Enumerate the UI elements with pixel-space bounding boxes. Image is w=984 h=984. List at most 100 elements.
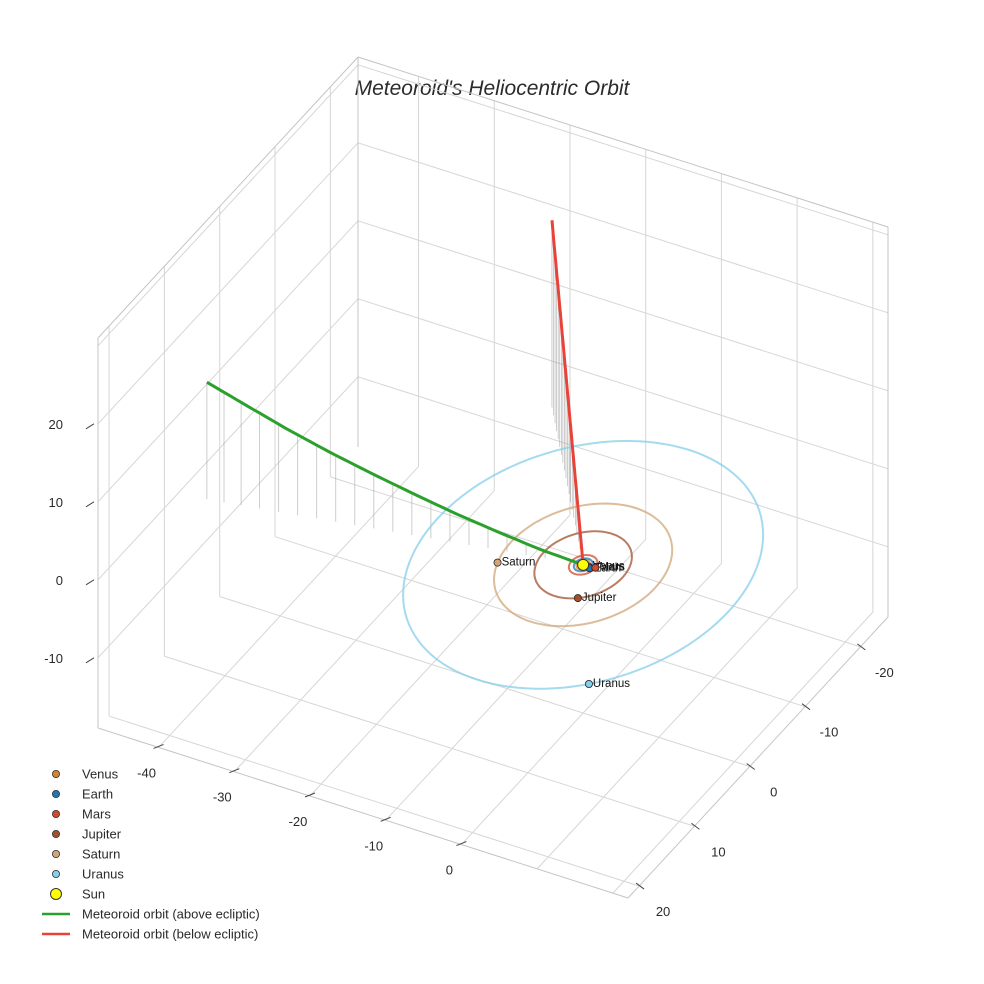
floor-gridline-x (158, 466, 419, 748)
floor-gridline-x (536, 587, 798, 870)
planet-label-earth: Earth (594, 562, 622, 574)
backwall-gridline-z (357, 64, 889, 236)
x-tick-label: -10 (364, 838, 383, 853)
z-tick-mark (85, 657, 95, 664)
planet-label-jupiter: Jupiter (582, 592, 617, 604)
x-tick-mark (456, 841, 467, 847)
y-tick-label: -20 (875, 665, 894, 680)
backwall-gridline-z (357, 142, 889, 314)
floor-gridline-y (274, 536, 806, 708)
legend-item[interactable]: Venus (52, 767, 119, 782)
y-tick-mark (635, 882, 645, 890)
sun-marker (577, 558, 590, 571)
y-tick-label: 20 (656, 904, 670, 919)
y-tick-label: 10 (711, 844, 725, 859)
legend-swatch-marker (52, 830, 61, 839)
axis-frame-edge (627, 616, 889, 899)
planet-label-saturn: Saturn (502, 557, 536, 569)
legend-swatch-sun (50, 888, 62, 900)
planet-label-venus: Venus (593, 561, 625, 573)
drop-lines (206, 220, 582, 559)
y-tick-mark (691, 822, 700, 830)
z-tick-label: -10 (44, 651, 63, 666)
x-tick-label: -30 (213, 790, 232, 805)
legend-swatch-marker (52, 850, 61, 859)
y-tick-mark (857, 643, 866, 651)
axis-frame-edge (97, 56, 359, 339)
legend-swatch-marker (52, 870, 61, 879)
floor-gridline-y (330, 476, 861, 648)
x-tick-label: -20 (289, 814, 308, 829)
planet-label-mars: Mars (599, 562, 625, 574)
chart-title: Meteoroid's Heliocentric Orbit (355, 77, 631, 100)
legend-label: Sun (82, 887, 105, 902)
planet-marker-jupiter (573, 594, 582, 603)
legend-item[interactable]: Meteoroid orbit (above ecliptic) (42, 907, 260, 922)
axis-grid (97, 56, 889, 899)
legend-label: Uranus (82, 867, 124, 882)
legend-label: Saturn (82, 847, 120, 862)
z-tick-mark (85, 579, 95, 586)
y-tick-label: -10 (820, 725, 839, 740)
axis-frame-edge (357, 56, 889, 228)
legend-item[interactable]: Uranus (52, 867, 124, 882)
planet-marker-mars (591, 563, 600, 572)
orbit-uranus (402, 440, 765, 690)
legend-item[interactable]: Saturn (52, 847, 120, 862)
planet-marker-uranus (584, 680, 593, 689)
legend-swatch-marker (52, 810, 61, 819)
sidewall-gridline-z (97, 64, 359, 347)
legend[interactable]: Venus Earth Mars Jupiter Saturn Uranus Sun Mete… (42, 767, 260, 942)
legend-label: Venus (82, 767, 119, 782)
planet-label-uranus: Uranus (593, 678, 630, 690)
y-tick-mark (801, 703, 811, 711)
backwall-gridline-z (357, 298, 889, 470)
y-tick-label: 0 (770, 784, 777, 799)
legend-label: Meteoroid orbit (below ecliptic) (82, 927, 258, 942)
backwall-gridline-z (357, 376, 889, 548)
legend-item[interactable]: Sun (50, 887, 106, 902)
z-tick-label: 10 (49, 495, 63, 510)
legend-item[interactable]: Mars (52, 807, 111, 822)
legend-swatch-marker (52, 770, 61, 779)
axis-frame-edge (97, 727, 629, 899)
legend-item[interactable]: Jupiter (52, 827, 122, 842)
legend-item[interactable]: Meteoroid orbit (below ecliptic) (42, 927, 258, 942)
axis-ticks: -40 -30 -20 -10 0 -20 -10 0 10 20 -10 0 10 20 (44, 417, 894, 919)
z-tick-mark (85, 501, 95, 508)
sidewall-gridline-z (97, 220, 359, 503)
x-tick-mark (304, 792, 316, 798)
legend-swatch-marker (52, 790, 61, 799)
planet-marker-saturn (493, 558, 502, 567)
orbit-saturn (492, 502, 674, 628)
legend-label: Meteoroid orbit (above ecliptic) (82, 907, 260, 922)
backwall-gridline-z (357, 220, 889, 392)
floor-gridline-y (164, 655, 695, 827)
floor-gridline-x (309, 514, 571, 797)
z-tick-label: 20 (49, 417, 63, 432)
y-tick-mark (746, 763, 756, 770)
floor-gridline-x (461, 563, 722, 845)
meteoroid-orbit-above (206, 380, 584, 567)
z-tick-label: 0 (56, 573, 63, 588)
meteoroid-orbits (206, 220, 585, 567)
floor-gridline-x (385, 538, 647, 821)
floor-gridline-y (108, 715, 640, 887)
sidewall-gridline-z (97, 298, 359, 581)
legend-item[interactable]: Earth (52, 787, 113, 802)
legend-label: Jupiter (82, 827, 122, 842)
legend-label: Mars (82, 807, 111, 822)
sidewall-gridline-z (97, 376, 359, 659)
x-tick-label: 0 (446, 863, 453, 878)
x-tick-mark (153, 743, 164, 749)
legend-label: Earth (82, 787, 113, 802)
z-tick-mark (85, 423, 95, 430)
meteoroid-orbit-below (550, 220, 585, 565)
x-tick-mark (380, 816, 391, 822)
x-tick-mark (229, 768, 240, 774)
x-tick-label: -40 (137, 765, 156, 780)
floor-gridline-x (233, 490, 495, 773)
sidewall-gridline-z (97, 142, 359, 425)
